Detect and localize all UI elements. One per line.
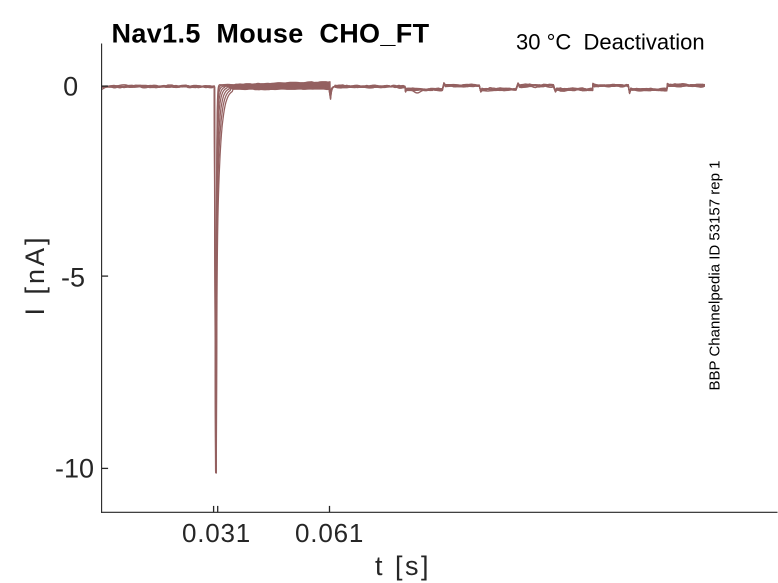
svg-text:t [s]: t [s] [375,551,431,581]
svg-text:0.031: 0.031 [182,518,251,548]
svg-text:-5: -5 [61,262,85,292]
svg-text:0.061: 0.061 [295,518,364,548]
svg-text:30 °C Deactivation: 30 °C Deactivation [516,30,705,55]
svg-text:Nav1.5 Mouse CHO_FT: Nav1.5 Mouse CHO_FT [112,19,430,49]
svg-text:-10: -10 [55,453,94,483]
svg-text:BBP Channelpedia ID 53157 rep: BBP Channelpedia ID 53157 rep 1 [707,161,724,391]
svg-text:I [nA]: I [nA] [20,234,50,315]
svg-text:0: 0 [63,71,78,101]
